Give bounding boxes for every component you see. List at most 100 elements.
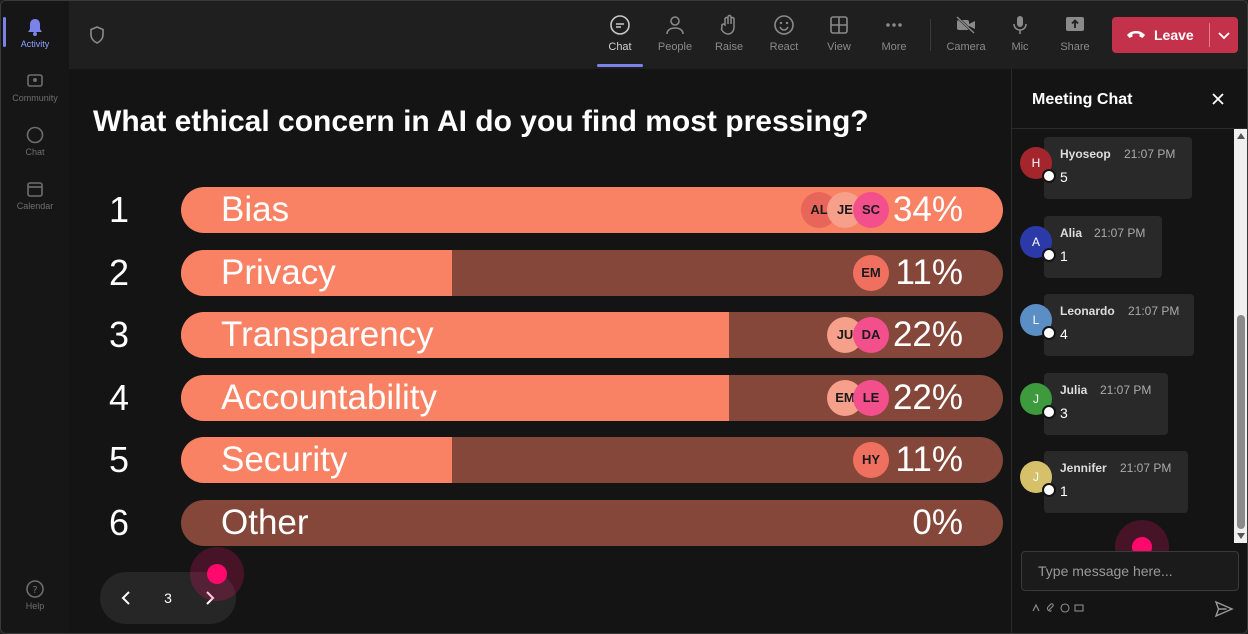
voter-avatar[interactable]: DA [853,317,889,353]
emoji-icon[interactable] [1060,603,1070,613]
chat-message: Leonardo 21:07 PM 4 L [1012,290,1232,356]
help-icon: ? [26,580,44,598]
voter-avatar[interactable]: LE [853,379,889,416]
leave-button[interactable]: Leave [1112,17,1238,53]
chat-messages: Hyoseop 21:07 PM 5 H Alia 21:07 PM 1 A Leonardo 2… [1012,129,1247,543]
toolbar-raise-button[interactable]: Raise [704,11,754,63]
shield-icon[interactable] [87,25,107,45]
toolbar-label: People [657,41,693,53]
community-icon [27,74,43,87]
sender-name: Julia [1060,382,1088,397]
toolbar-chat-button[interactable]: Chat [595,11,645,67]
voter-avatar[interactable]: SC [853,192,889,228]
option-number: 5 [109,439,130,480]
result-bar: Transparency JU DA 22% [181,312,1003,358]
toolbar-label: Share [1060,41,1090,53]
chevron-right-icon[interactable] [200,588,220,608]
voter-avatars: JU DA [827,317,889,353]
poll-option-row: 5 Security HY 11% [69,437,1011,485]
option-number: 1 [109,189,130,230]
result-bar-fill [181,312,729,358]
message-bubble[interactable]: Julia 21:07 PM 3 [1044,372,1168,435]
toolbar-label: Chat [608,41,632,53]
result-bar: Privacy EM 11% [181,249,1003,296]
toolbar-more-button[interactable]: More [869,11,919,63]
people-icon [666,16,684,35]
message-time: 21:07 PM [1100,382,1152,397]
poll-option-row: 2 Privacy EM 11% [69,249,1011,298]
toolbar-people-button[interactable]: People [650,11,700,63]
chevron-left-icon[interactable] [116,588,136,608]
message-bubble[interactable]: Alia 21:07 PM 1 [1044,215,1162,278]
close-icon[interactable] [1210,91,1226,107]
attach-icon[interactable] [1046,603,1056,613]
message-bubble[interactable]: Hyoseop 21:07 PM 5 [1044,137,1192,199]
presence-status-icon [1042,326,1056,340]
result-bar-fill [181,374,729,421]
rail-item-community[interactable]: Community [1,61,69,111]
poll-option-row: 4 Accountability EM LE 22% [69,374,1011,423]
toolbar-separator [930,19,931,51]
result-bar: Accountability EM LE 22% [181,374,1003,421]
voter-avatar[interactable]: EM [853,254,889,291]
poll-option-row: 3 Transparency JU DA 22% [69,312,1011,360]
scroll-down-icon[interactable] [1237,533,1245,539]
cursor-dot [207,564,227,584]
toolbar-mic-button[interactable]: Mic [995,11,1045,63]
voter-avatars: EM LE [827,379,889,416]
presence-status-icon [1042,247,1056,262]
sender-name: Hyoseop [1060,147,1111,161]
option-number: 2 [109,251,130,293]
chat-scrollbar[interactable] [1234,129,1247,543]
option-label: Other [221,502,309,542]
chat-message: Julia 21:07 PM 3 J [1012,369,1232,435]
message-time: 21:07 PM [1124,147,1176,161]
send-icon[interactable] [1214,599,1234,619]
voter-avatar[interactable]: HY [853,442,889,478]
rail-item-calendar[interactable]: Calendar [1,169,69,219]
chevron-down-icon[interactable] [1216,27,1232,43]
smiley-icon [774,15,794,35]
meeting-toolbar: Chat People Raise React View More Camera [69,1,1247,69]
option-label: Accountability [221,377,437,417]
chat-message: Jennifer 21:07 PM 1 J [1012,447,1232,513]
poll-question: What ethical concern in AI do you find m… [93,105,869,138]
sender-name: Jennifer [1060,461,1107,475]
message-bubble[interactable]: Leonardo 21:07 PM 4 [1044,294,1194,356]
toolbar-react-button[interactable]: React [759,11,809,63]
result-bar: Other 0% [181,499,1003,546]
result-bar: Security HY 11% [181,437,1003,483]
rail-item-chat[interactable]: Chat [1,115,69,165]
toolbar-label: Mic [1011,41,1029,53]
rail-label: Chat [25,147,45,157]
toolbar-label: Raise [714,41,744,53]
bell-icon [28,19,42,36]
chat-message-input[interactable] [1021,551,1239,591]
rail-item-activity[interactable]: Activity [1,7,69,57]
format-icon[interactable] [1031,603,1041,613]
rail-item-help[interactable]: ? Help [1,569,69,619]
rail-label: Activity [20,39,50,49]
gif-icon[interactable] [1074,603,1084,613]
result-bar: Bias AL JE SC 34% [181,187,1003,233]
message-time: 21:07 PM [1128,304,1180,318]
phone-hangup-icon [1127,31,1145,38]
message-bubble[interactable]: Jennifer 21:07 PM 1 [1044,451,1188,513]
message-text: 1 [1060,247,1068,264]
toolbar-label: More [881,41,907,53]
toolbar-share-button[interactable]: Share [1050,11,1100,63]
scroll-thumb[interactable] [1237,315,1245,529]
scroll-up-icon[interactable] [1237,133,1245,139]
message-time: 21:07 PM [1120,461,1172,475]
page-number: 3 [164,590,172,606]
message-text: 1 [1060,483,1068,499]
option-percent: 22% [892,377,963,417]
toolbar-camera-button[interactable]: Camera [941,11,991,63]
voter-avatars: HY [853,442,889,478]
avatar[interactable]: H [1020,147,1052,179]
svg-text:?: ? [32,585,37,596]
option-percent: 11% [895,252,963,292]
option-label: Privacy [221,252,336,292]
sender-name: Leonardo [1060,304,1115,318]
toolbar-view-button[interactable]: View [814,11,864,63]
